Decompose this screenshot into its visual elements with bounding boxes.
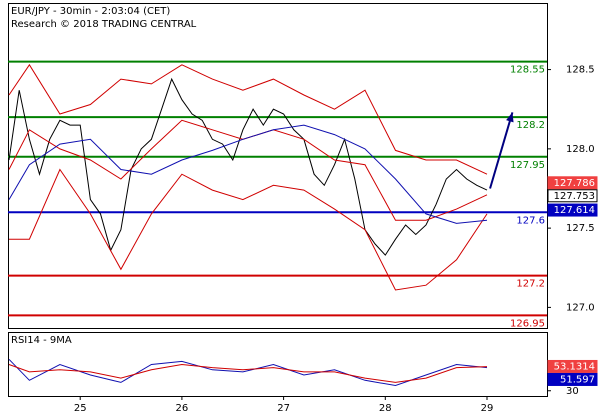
price-tag-label: 51.597 [560, 374, 595, 385]
chart-subtitle: Research © 2018 TRADING CENTRAL [11, 19, 197, 30]
price-tag [547, 372, 598, 386]
rsi-title: RSI14 - 9MA [11, 335, 72, 346]
series-line [8, 77, 488, 256]
price-tag [547, 203, 598, 217]
x-tick-label: 28 [379, 403, 392, 414]
series-line [8, 363, 488, 383]
chart-title: EUR/JPY - 30min - 2:03:04 (CET) [11, 6, 170, 17]
x-tick-label: 25 [74, 403, 87, 414]
y-tick-label: 128.0 [566, 144, 595, 155]
price-tag [547, 176, 598, 190]
price-panel [8, 3, 548, 329]
price-tag [547, 189, 598, 203]
y-tick-label: 127.0 [566, 302, 595, 313]
level-label: 127.2 [516, 279, 545, 290]
series-line [8, 63, 488, 175]
price-tag-label: 127.786 [554, 178, 595, 189]
forecast-arrow [489, 112, 514, 189]
arrow-head [506, 112, 514, 123]
level-label: 127.95 [510, 160, 545, 171]
price-tag-label: 127.614 [554, 205, 595, 216]
y-tick-label: 128.5 [566, 65, 595, 76]
x-tick-label: 26 [176, 403, 189, 414]
level-label: 126.95 [510, 318, 545, 329]
x-tick-label: 27 [277, 403, 290, 414]
x-tick-label: 29 [481, 403, 494, 414]
price-tag-label: 127.753 [554, 191, 595, 202]
level-label: 128.2 [516, 120, 545, 131]
y-tick-label: 127.5 [566, 223, 595, 234]
level-label: 127.6 [516, 215, 545, 226]
level-label: 128.55 [510, 65, 545, 76]
y-tick-label: 30 [566, 386, 579, 397]
series-line [8, 124, 488, 224]
price-tag [547, 359, 598, 373]
series-line [9, 168, 488, 291]
price-tag-label: 53.1314 [554, 361, 595, 372]
